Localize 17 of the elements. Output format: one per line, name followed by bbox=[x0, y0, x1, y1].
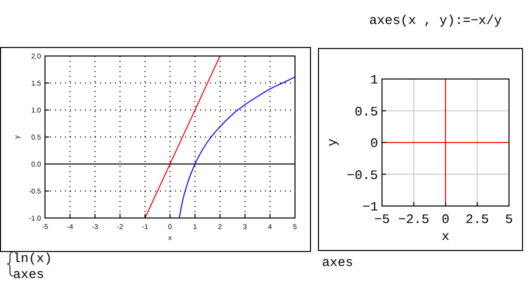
text: axes bbox=[13, 267, 44, 282]
x-tick-label: 0 bbox=[442, 212, 450, 227]
y-tick-label: −0.5 bbox=[346, 168, 378, 183]
x-tick-label: 2.5 bbox=[466, 212, 489, 227]
chart-title: axes(x , y):=−x/y bbox=[369, 13, 502, 28]
x-tick-label: −5 bbox=[374, 212, 390, 227]
x-tick-label: 5 bbox=[505, 212, 513, 227]
text: axes bbox=[322, 255, 354, 270]
line-series bbox=[178, 76, 296, 218]
y-tick-label: 0 bbox=[370, 136, 378, 152]
y-tick-label: −1 bbox=[362, 200, 378, 215]
x-tick-label: −2.5 bbox=[398, 212, 430, 227]
y-axis-title: y bbox=[325, 138, 340, 146]
x-axis-title: x bbox=[442, 229, 450, 244]
y-tick-label: 1 bbox=[370, 72, 378, 88]
text: ln(x) bbox=[13, 251, 52, 266]
y-tick-label: 0.5 bbox=[354, 104, 378, 120]
